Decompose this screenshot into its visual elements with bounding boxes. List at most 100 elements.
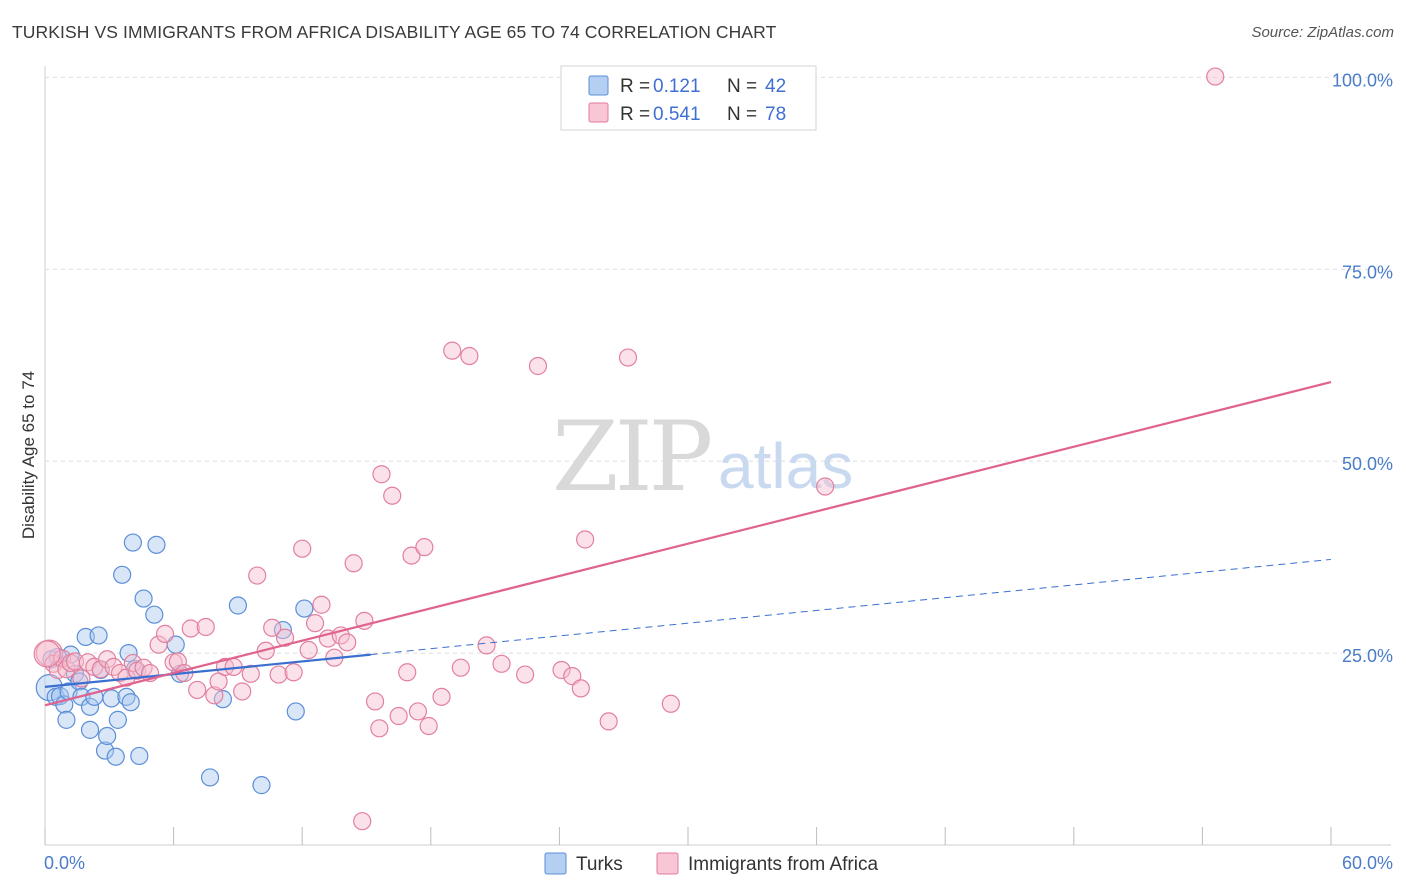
data-point-africa	[372, 465, 391, 484]
series-swatch-africa	[656, 852, 679, 875]
legend-r-value-turks: 0.121	[653, 76, 701, 97]
data-point-africa	[196, 617, 215, 637]
data-point-africa	[149, 635, 168, 654]
data-point-africa	[389, 706, 408, 726]
data-point-africa	[618, 348, 638, 367]
data-point-turks	[108, 710, 127, 729]
y-tick-label: 100.0%	[1332, 70, 1393, 90]
data-point-africa	[816, 477, 835, 496]
data-point-turks	[70, 672, 89, 691]
data-point-turks	[95, 741, 115, 760]
data-point-africa	[432, 687, 451, 706]
data-point-africa	[241, 664, 260, 683]
data-point-africa	[576, 530, 595, 549]
chart-title: TURKISH VS IMMIGRANTS FROM AFRICA DISABI…	[12, 22, 777, 42]
data-point-africa	[188, 680, 207, 700]
watermark-zip: ZIP	[552, 401, 711, 513]
data-point-africa	[528, 356, 548, 376]
data-point-africa	[248, 566, 267, 585]
data-point-africa	[344, 554, 363, 573]
trend-line-turks-extrapolated	[370, 558, 1332, 656]
data-point-africa	[599, 712, 618, 731]
x-tick-label: 60.0%	[1342, 853, 1393, 873]
watermark: ZIP atlas	[552, 401, 853, 513]
legend-n-value-africa: 78	[765, 104, 786, 125]
legend-r-label-turks: R =	[620, 76, 650, 97]
data-point-turks	[145, 605, 164, 624]
legend-n-value-turks: 42	[765, 76, 786, 97]
watermark-atlas: atlas	[718, 430, 853, 502]
data-point-turks	[123, 533, 142, 552]
y-tick-label: 25.0%	[1342, 646, 1393, 666]
y-tick-label: 75.0%	[1342, 262, 1393, 282]
axes	[44, 66, 1391, 846]
series-legend: Turks Immigrants from Africa	[544, 852, 878, 875]
data-point-turks	[98, 726, 117, 746]
data-point-africa	[305, 614, 325, 633]
data-point-africa	[233, 682, 252, 701]
data-point-turks	[80, 720, 100, 739]
legend-swatch-turks	[588, 75, 609, 96]
data-point-africa	[443, 341, 462, 360]
data-point-africa	[571, 679, 590, 698]
trend-line-turks	[44, 653, 371, 688]
data-point-africa	[451, 658, 470, 677]
trend-lines	[44, 381, 1332, 707]
data-point-turks	[89, 626, 108, 645]
legend-swatch-africa	[588, 102, 609, 123]
data-point-africa	[477, 636, 496, 655]
data-point-turks	[121, 693, 140, 712]
data-point-africa	[353, 812, 372, 831]
x-tick-labels: 0.0% 60.0%	[44, 853, 1393, 873]
data-point-africa	[299, 640, 318, 660]
data-point-africa	[312, 595, 331, 614]
source-label: Source: ZipAtlas.com	[1251, 24, 1394, 41]
y-axis-label: Disability Age 65 to 74	[19, 371, 38, 539]
data-point-africa	[398, 663, 417, 682]
data-point-africa	[415, 538, 434, 557]
data-point-africa	[365, 692, 385, 711]
trend-line-africa	[44, 381, 1332, 707]
series-name-africa: Immigrants from Africa	[688, 854, 878, 875]
data-point-turks	[252, 776, 271, 795]
y-tick-labels: 25.0% 50.0% 75.0% 100.0%	[1332, 70, 1393, 666]
legend-n-label-africa: N =	[727, 104, 757, 125]
data-point-africa	[284, 663, 303, 682]
data-point-turks	[119, 643, 138, 663]
data-point-turks	[147, 535, 166, 554]
data-point-turks	[228, 596, 247, 615]
legend-r-label-africa: R =	[620, 104, 650, 125]
data-point-africa	[65, 652, 85, 671]
data-point-africa	[492, 654, 511, 673]
x-tick-label: 0.0%	[44, 853, 85, 873]
data-point-africa	[275, 628, 295, 647]
data-point-africa	[33, 640, 61, 668]
data-point-turks	[213, 690, 232, 709]
data-point-africa	[408, 702, 428, 721]
data-point-africa	[181, 619, 200, 638]
data-point-africa	[383, 486, 402, 505]
legend-r-value-africa: 0.541	[653, 104, 701, 125]
data-point-africa	[402, 546, 421, 565]
data-point-africa	[516, 665, 535, 684]
data-point-turks	[134, 589, 153, 608]
legend-n-label-turks: N =	[727, 76, 757, 97]
data-point-turks	[102, 689, 121, 708]
data-point-africa	[155, 624, 175, 643]
data-point-africa	[1206, 67, 1225, 86]
data-point-turks	[113, 565, 132, 584]
series-name-turks: Turks	[576, 854, 623, 875]
data-point-africa	[168, 652, 187, 671]
data-point-africa	[263, 618, 282, 637]
data-point-africa	[269, 665, 288, 684]
data-point-africa	[563, 667, 582, 686]
data-point-africa	[552, 660, 571, 680]
data-point-africa	[338, 633, 357, 652]
data-point-turks	[130, 746, 149, 766]
data-point-africa	[293, 539, 312, 558]
data-point-africa	[370, 719, 389, 738]
data-point-turks	[106, 747, 125, 766]
data-point-africa	[419, 716, 438, 736]
data-point-turks	[57, 710, 76, 729]
